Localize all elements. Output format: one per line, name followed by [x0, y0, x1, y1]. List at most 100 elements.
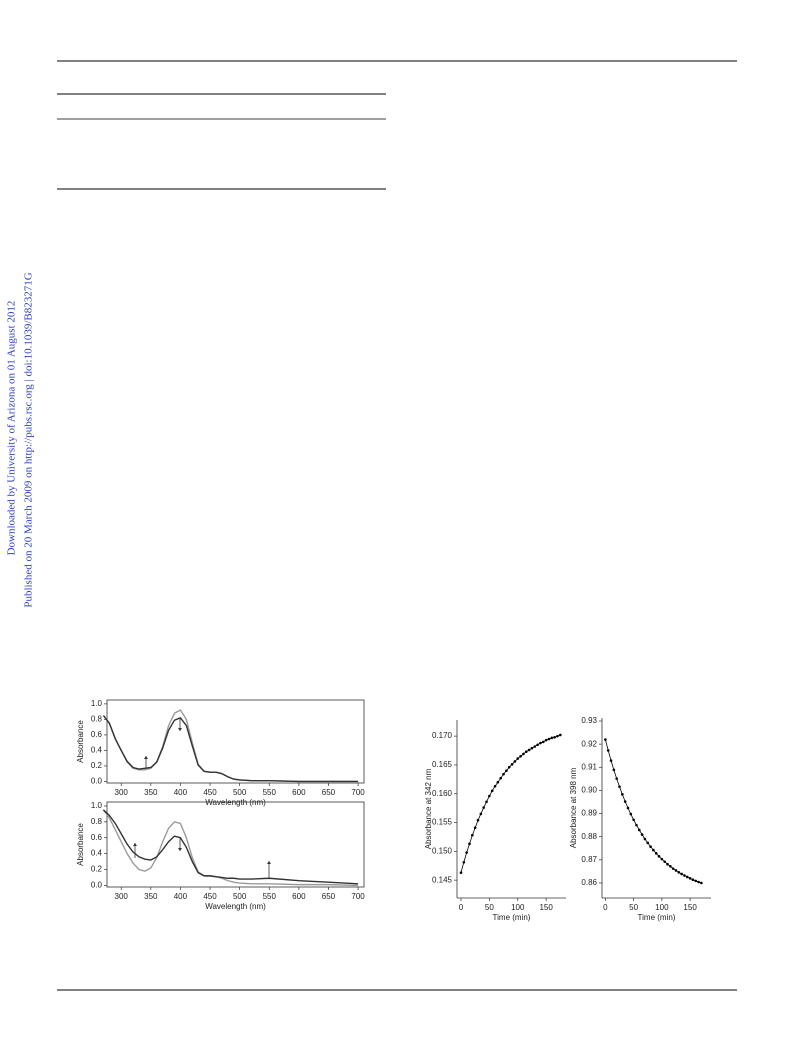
sidebar-text: Published on 20 March 2009 on http://pub… — [23, 272, 35, 607]
data-point — [621, 793, 624, 796]
data-point — [615, 777, 618, 780]
data-point — [556, 734, 559, 738]
y-tick-label: 0.160 — [432, 789, 453, 798]
sidebar-text: Downloaded by University of Arizona on 0… — [6, 301, 18, 556]
arrow-head — [144, 756, 148, 759]
data-point — [649, 845, 652, 848]
data-point — [635, 823, 638, 827]
data-point — [485, 800, 488, 804]
data-point — [547, 737, 551, 741]
y-tick-label: 0.145 — [432, 875, 453, 884]
x-tick-label: 450 — [203, 788, 217, 797]
data-point — [657, 855, 661, 858]
x-tick-label: 400 — [174, 892, 188, 901]
y-axis-label: Absorbance — [76, 823, 85, 866]
data-point — [462, 860, 466, 864]
data-point — [626, 806, 630, 810]
data-line — [102, 709, 359, 783]
data-point — [685, 875, 689, 879]
x-tick-label: 550 — [263, 892, 277, 901]
data-point — [697, 880, 700, 884]
data-point — [459, 871, 463, 874]
data-point — [643, 837, 647, 841]
y-tick-label: 0.89 — [581, 809, 597, 818]
y-tick-label: 0.91 — [581, 762, 597, 771]
data-point — [550, 736, 554, 740]
data-point — [493, 784, 497, 788]
arrow-head — [178, 728, 182, 731]
x-tick-label: 150 — [539, 903, 553, 912]
data-point — [507, 765, 511, 769]
data-point — [530, 746, 534, 750]
data-point — [468, 842, 471, 846]
data-point — [479, 812, 483, 816]
data-point — [640, 833, 644, 836]
x-tick-label: 500 — [233, 892, 247, 901]
data-point — [516, 757, 520, 760]
x-tick-label: 50 — [485, 903, 494, 912]
data-point — [465, 851, 468, 854]
data-point — [490, 789, 494, 793]
data-point — [502, 772, 505, 776]
y-axis-label: Absorbance at 342 nm — [424, 768, 433, 849]
x-tick-label: 0 — [603, 903, 608, 912]
x-tick-label: 100 — [655, 903, 669, 912]
x-tick-label: 650 — [322, 788, 336, 797]
data-line — [102, 809, 359, 887]
data-point — [618, 785, 621, 789]
data-point — [536, 743, 539, 747]
data-point — [524, 750, 528, 753]
data-point — [683, 874, 686, 877]
data-point — [496, 780, 500, 784]
y-tick-label: 0.2 — [91, 865, 103, 874]
data-point — [663, 860, 666, 863]
x-tick-label: 600 — [292, 892, 306, 901]
x-tick-label: 300 — [115, 892, 129, 901]
x-tick-label: 550 — [263, 788, 277, 797]
data-point — [488, 794, 491, 798]
x-tick-label: 400 — [174, 788, 188, 797]
data-point — [527, 748, 531, 752]
data-point — [612, 768, 616, 772]
y-tick-label: 0.150 — [432, 846, 453, 855]
y-tick-label: 0.8 — [91, 715, 103, 724]
data-point — [476, 818, 480, 822]
x-tick-label: 500 — [233, 788, 247, 797]
data-point — [671, 867, 675, 870]
y-tick-label: 0.0 — [91, 777, 103, 786]
arrow-head — [178, 848, 182, 851]
x-axis-label: Time (min) — [638, 913, 676, 922]
data-point — [505, 769, 508, 772]
y-tick-label: 1.0 — [91, 699, 103, 708]
data-point — [660, 857, 664, 861]
y-tick-label: 0.165 — [432, 760, 453, 769]
data-point — [691, 878, 695, 882]
data-point — [522, 752, 525, 756]
data-point — [606, 749, 610, 752]
y-tick-label: 0.2 — [91, 761, 103, 770]
data-point — [533, 745, 537, 748]
y-tick-label: 0.8 — [91, 817, 103, 826]
y-tick-label: 0.4 — [91, 746, 103, 755]
y-axis-label: Absorbance — [76, 720, 85, 763]
data-line — [460, 734, 561, 873]
data-point — [471, 833, 474, 837]
y-tick-label: 0.87 — [581, 855, 597, 864]
x-axis-label: Wavelength (nm) — [205, 798, 266, 807]
data-point — [544, 738, 548, 742]
x-axis-label: Wavelength (nm) — [205, 902, 266, 911]
y-tick-label: 0.88 — [581, 832, 597, 841]
y-tick-label: 0.6 — [91, 833, 103, 842]
arrow-head — [267, 861, 271, 864]
data-point — [499, 776, 503, 780]
y-tick-label: 0.6 — [91, 730, 103, 739]
plot-frame — [106, 699, 365, 784]
x-tick-label: 650 — [322, 892, 336, 901]
data-point — [666, 862, 669, 866]
data-point — [513, 760, 517, 763]
x-tick-label: 600 — [292, 788, 306, 797]
data-point — [623, 800, 627, 803]
data-point — [677, 871, 681, 874]
data-point — [669, 865, 672, 868]
